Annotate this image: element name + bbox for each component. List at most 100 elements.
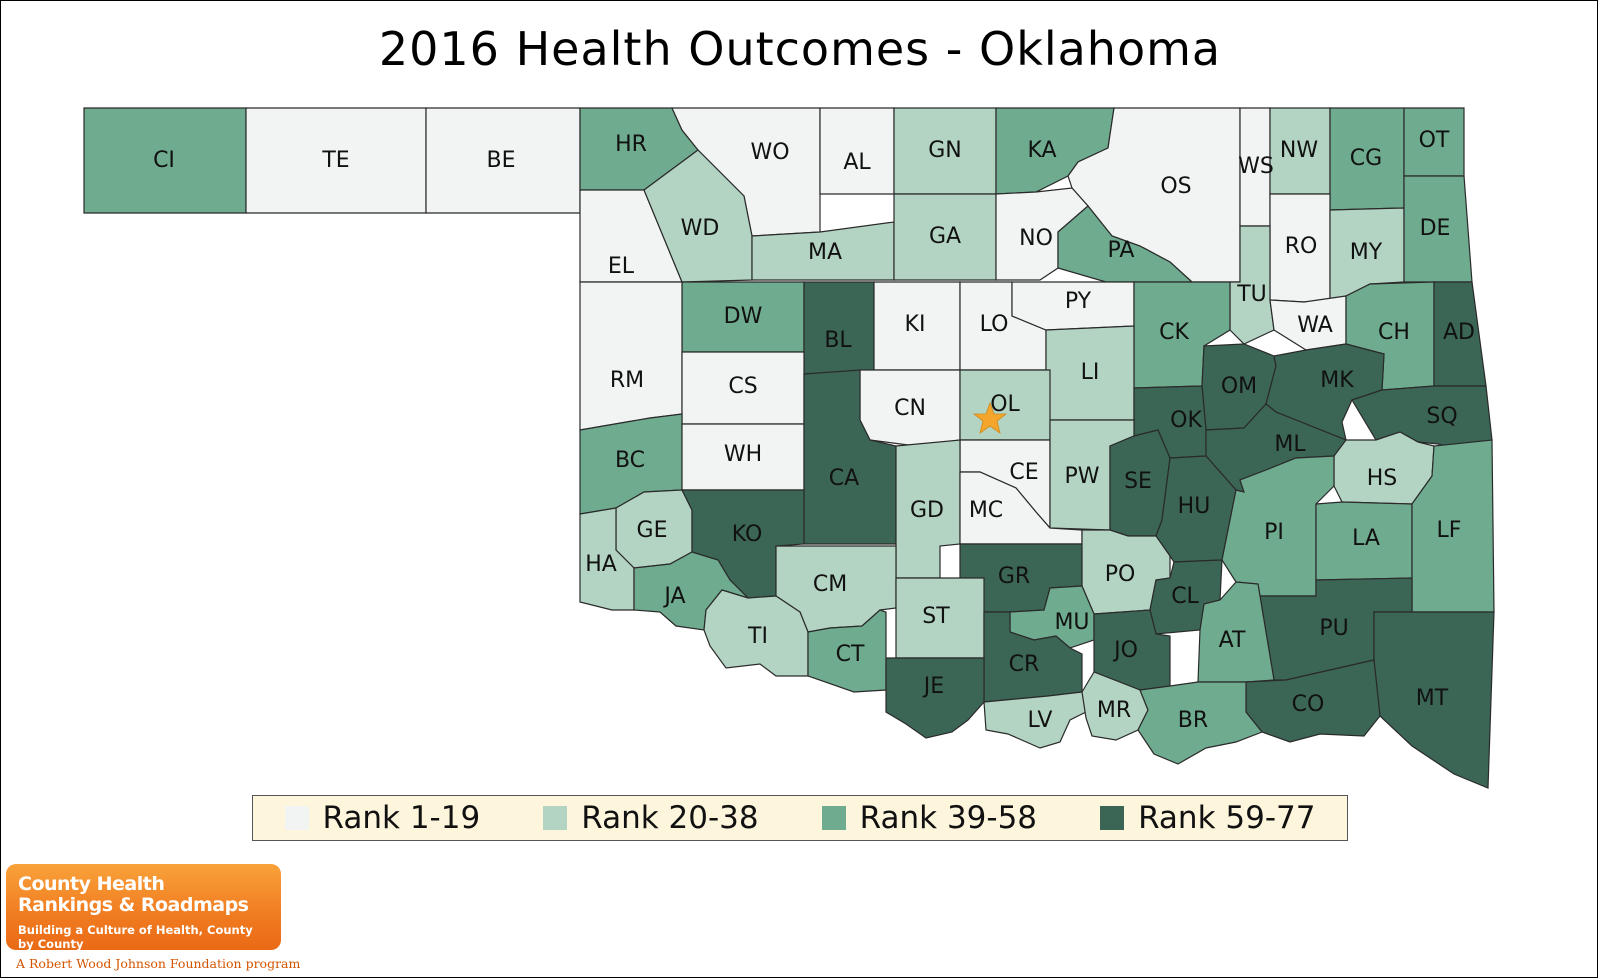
county-label-rm: RM [610,368,644,393]
county-label-hu: HU [1178,494,1211,519]
county-label-te: TE [321,148,349,173]
legend-item-rank-39-58: Rank 39-58 [821,800,1038,836]
county-label-py: PY [1065,289,1092,314]
legend-label: Rank 59-77 [1138,800,1316,836]
legend-label: Rank 1-19 [322,800,481,836]
logo-subtitle: A Robert Wood Johnson Foundation program [16,956,301,971]
county-label-ol: OL [990,392,1020,417]
legend-swatch [1100,806,1125,830]
county-ca [803,369,897,545]
county-label-gn: GN [928,138,962,163]
legend-item-rank-20-38: Rank 20-38 [543,800,759,836]
county-label-ok: OK [1170,408,1202,433]
county-rm [579,281,683,431]
legend-label: Rank 20-38 [581,800,759,836]
county-label-at: AT [1219,628,1246,653]
county-label-ga: GA [929,224,961,249]
county-label-pa: PA [1108,238,1135,263]
county-label-wd: WD [681,216,720,241]
county-label-ci: CI [153,148,175,173]
county-label-mu: MU [1054,610,1089,635]
county-lv [983,691,1091,749]
county-label-nw: NW [1280,138,1318,163]
county-label-os: OS [1160,174,1191,199]
county-label-wa: WA [1297,313,1333,338]
county-label-hs: HS [1367,466,1398,491]
logo-tagline: Building a Culture of Health, County by … [18,923,253,951]
county-label-la: LA [1352,526,1380,551]
county-label-dw: DW [724,304,763,329]
county-label-cn: CN [894,396,926,421]
county-label-mk: MK [1320,368,1354,393]
county-label-ma: MA [808,240,842,265]
county-label-lf: LF [1437,518,1462,543]
county-label-cl: CL [1171,584,1199,609]
county-label-ce: CE [1009,460,1038,485]
county-label-ml: ML [1274,432,1306,457]
county-label-ch: CH [1378,320,1410,345]
star-icon [972,401,1008,434]
county-label-ot: OT [1419,128,1450,153]
map-title: 2016 Health Outcomes - Oklahoma [378,22,1222,76]
logo-line-2: Rankings & Roadmaps [18,894,249,916]
county-label-ws: WS [1238,154,1274,179]
county-label-hr: HR [615,132,647,157]
legend-label: Rank 39-58 [859,800,1038,836]
county-mk [1265,343,1385,441]
legend-swatch [543,806,568,830]
county-label-mt: MT [1416,686,1449,711]
chrr-logo: County Health Rankings & Roadmaps Buildi… [6,864,281,951]
legend: Rank 1-19 Rank 20-38 Rank 39-58 Rank 59-… [252,795,1348,841]
county-label-my: MY [1350,240,1383,265]
county-label-gr: GR [998,564,1030,589]
county-label-be: BE [487,148,516,173]
county-label-pi: PI [1264,520,1284,545]
county-pa [1057,205,1194,283]
county-label-de: DE [1420,216,1451,241]
county-label-el: EL [608,254,635,279]
county-label-ct: CT [836,642,865,667]
county-label-co: CO [1292,692,1325,717]
county-label-ha: HA [585,552,617,577]
county-sq [1351,385,1493,453]
county-ct [807,609,887,693]
county-label-jo: JO [1112,638,1138,663]
county-label-wo: WO [750,140,789,165]
county-label-cs: CS [728,374,757,399]
county-label-ad: AD [1443,320,1475,345]
county-label-cg: CG [1350,146,1382,171]
county-label-je: JE [922,674,944,699]
county-label-se: SE [1124,469,1152,494]
county-label-tu: TU [1236,282,1267,307]
county-label-ge: GE [637,518,668,543]
county-label-ja: JA [662,584,685,609]
county-label-bl: BL [824,328,852,353]
county-label-ro: RO [1285,234,1318,259]
county-label-ka: KA [1027,138,1056,163]
county-label-al: AL [843,150,871,175]
legend-swatch [284,806,309,830]
county-label-po: PO [1105,562,1136,587]
county-label-cr: CR [1009,652,1040,677]
county-label-mc: MC [969,498,1003,523]
logo-line-1: County Health [18,873,165,895]
county-label-ki: KI [905,312,926,337]
county-label-lo: LO [980,312,1009,337]
county-label-st: ST [922,604,950,629]
county-label-gd: GD [910,498,944,523]
legend-item-rank-1-19: Rank 1-19 [284,800,481,836]
county-label-ko: KO [732,522,763,547]
county-label-cm: CM [813,572,847,597]
county-label-ca: CA [829,466,859,491]
county-label-wh: WH [724,442,762,467]
county-label-mr: MR [1097,698,1131,723]
county-label-br: BR [1178,708,1208,733]
legend-swatch [821,806,846,830]
county-label-no: NO [1019,226,1053,251]
county-label-lv: LV [1028,708,1053,733]
county-label-bc: BC [615,448,645,473]
county-label-sq: SQ [1426,404,1457,429]
county-je [885,657,985,739]
county-br [1137,681,1263,765]
